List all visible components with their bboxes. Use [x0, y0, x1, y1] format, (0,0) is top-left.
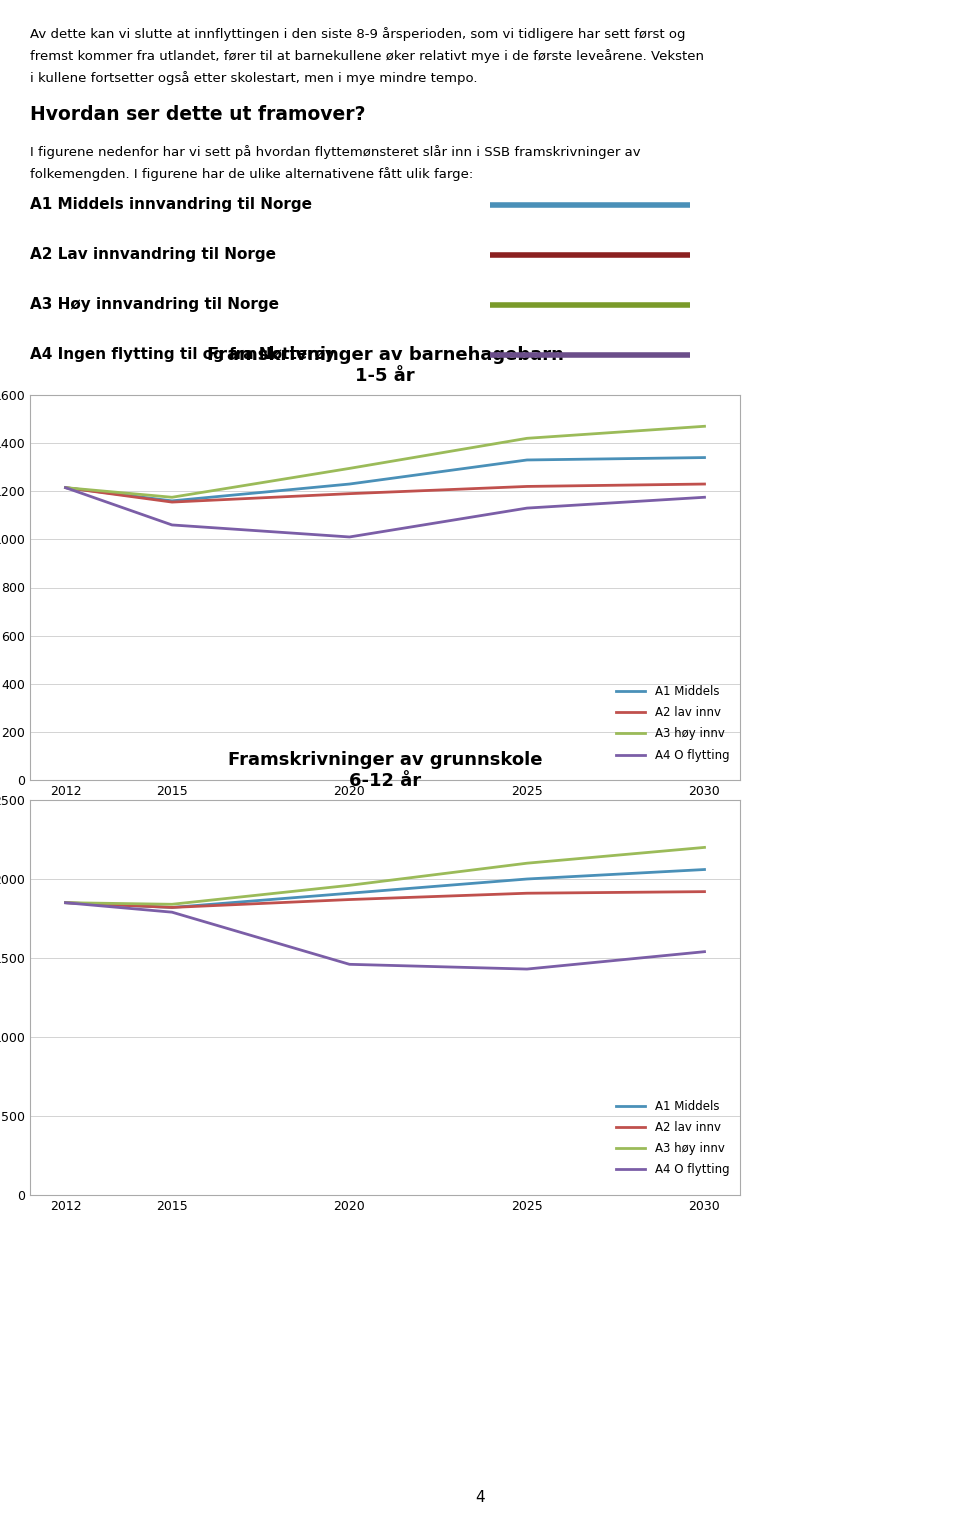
A2 lav innv: [521, 884, 533, 902]
Text: I figurene nedenfor har vi sett på hvordan flyttemønsteret slår inn i SSB framsk: I figurene nedenfor har vi sett på hvord…: [30, 144, 640, 160]
A2 lav innv: [60, 479, 71, 497]
Text: fremst kommer fra utlandet, fører til at barnekullene øker relativt mye i de før: fremst kommer fra utlandet, fører til at…: [30, 49, 704, 62]
Legend: A1 Middels, A2 lav innv, A3 høy innv, A4 O flytting: A1 Middels, A2 lav innv, A3 høy innv, A4…: [612, 680, 734, 767]
Line: A1 Middels: A1 Middels: [65, 870, 705, 908]
A2 lav innv: [60, 893, 71, 911]
A2 lav innv: [699, 475, 710, 493]
A1 Middels: [344, 884, 355, 902]
A3 høy innv: [521, 855, 533, 873]
A3 høy innv: [699, 838, 710, 856]
A4 O flytting: [521, 499, 533, 517]
Text: A2 Lav innvandring til Norge: A2 Lav innvandring til Norge: [30, 248, 276, 263]
Text: i kullene fortsetter også etter skolestart, men i mye mindre tempo.: i kullene fortsetter også etter skolesta…: [30, 71, 477, 85]
Line: A3 høy innv: A3 høy innv: [65, 426, 705, 497]
A2 lav innv: [344, 890, 355, 908]
A4 O flytting: [699, 943, 710, 961]
Line: A3 høy innv: A3 høy innv: [65, 847, 705, 905]
A3 høy innv: [166, 488, 178, 506]
Line: A4 O flytting: A4 O flytting: [65, 488, 705, 537]
A4 O flytting: [699, 488, 710, 506]
Line: A4 O flytting: A4 O flytting: [65, 902, 705, 969]
Text: A4 Ingen flytting til og fra Nøtterøy: A4 Ingen flytting til og fra Nøtterøy: [30, 347, 335, 362]
Line: A2 lav innv: A2 lav innv: [65, 891, 705, 908]
Text: folkemengden. I figurene har de ulike alternativene fått ulik farge:: folkemengden. I figurene har de ulike al…: [30, 167, 473, 181]
Title: Framskrivninger av grunnskole
6-12 år: Framskrivninger av grunnskole 6-12 år: [228, 751, 542, 789]
A3 høy innv: [699, 417, 710, 435]
Line: A1 Middels: A1 Middels: [65, 458, 705, 500]
A1 Middels: [166, 899, 178, 917]
Text: Av dette kan vi slutte at innflyttingen i den siste 8-9 årsperioden, som vi tidl: Av dette kan vi slutte at innflyttingen …: [30, 27, 685, 41]
Text: Hvordan ser dette ut framover?: Hvordan ser dette ut framover?: [30, 105, 366, 125]
A4 O flytting: [521, 960, 533, 978]
A3 høy innv: [60, 479, 71, 497]
A1 Middels: [699, 449, 710, 467]
A4 O flytting: [344, 955, 355, 973]
A1 Middels: [699, 861, 710, 879]
Line: A2 lav innv: A2 lav innv: [65, 484, 705, 502]
A4 O flytting: [60, 479, 71, 497]
A2 lav innv: [521, 478, 533, 496]
A3 høy innv: [521, 429, 533, 447]
A2 lav innv: [699, 882, 710, 900]
A1 Middels: [166, 491, 178, 510]
Title: Framskrivninger av barnehagebarn
1-5 år: Framskrivninger av barnehagebarn 1-5 år: [206, 347, 564, 385]
A4 O flytting: [166, 903, 178, 922]
A4 O flytting: [60, 893, 71, 911]
A1 Middels: [344, 475, 355, 493]
A1 Middels: [60, 893, 71, 911]
A3 høy innv: [166, 896, 178, 914]
Text: A1 Middels innvandring til Norge: A1 Middels innvandring til Norge: [30, 198, 312, 213]
A3 høy innv: [344, 459, 355, 478]
Legend: A1 Middels, A2 lav innv, A3 høy innv, A4 O flytting: A1 Middels, A2 lav innv, A3 høy innv, A4…: [612, 1095, 734, 1182]
A1 Middels: [521, 450, 533, 468]
A4 O flytting: [344, 528, 355, 546]
Text: 4: 4: [475, 1491, 485, 1504]
A1 Middels: [60, 479, 71, 497]
Text: A3 Høy innvandring til Norge: A3 Høy innvandring til Norge: [30, 298, 279, 312]
A2 lav innv: [344, 485, 355, 503]
A3 høy innv: [60, 893, 71, 911]
A4 O flytting: [166, 516, 178, 534]
A2 lav innv: [166, 493, 178, 511]
A2 lav innv: [166, 899, 178, 917]
A3 høy innv: [344, 876, 355, 894]
A1 Middels: [521, 870, 533, 888]
